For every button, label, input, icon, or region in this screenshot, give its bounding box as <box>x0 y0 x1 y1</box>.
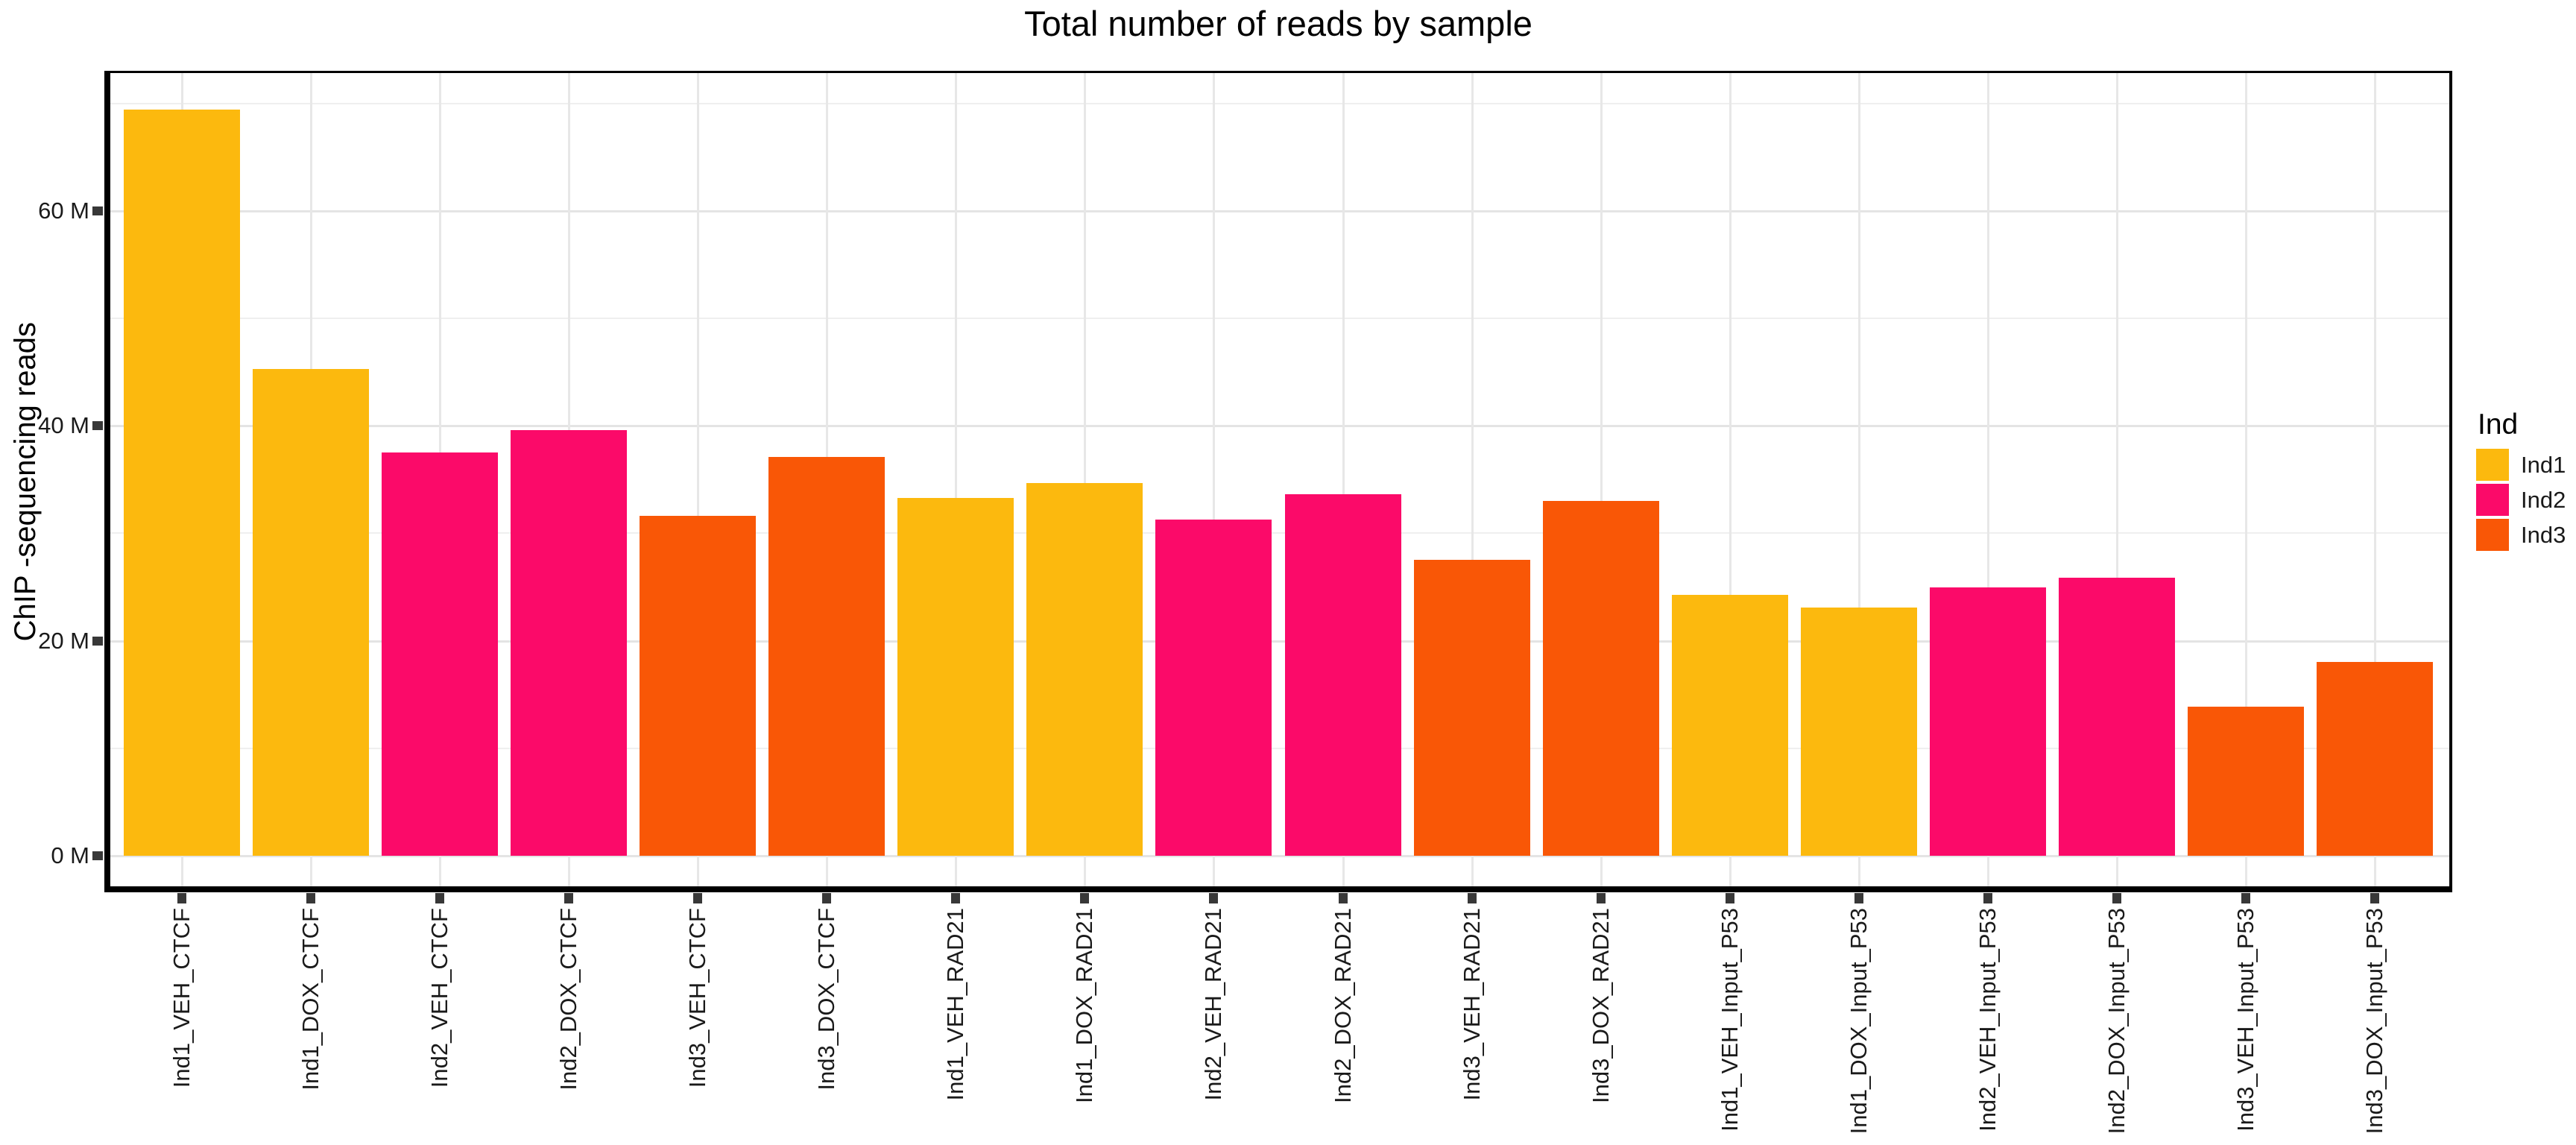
x-tick-Ind1_DOX_CTCF <box>306 893 315 903</box>
bar-Ind1_VEH_RAD21 <box>897 497 1014 856</box>
x-tick-label-Ind3_VEH_Input_P53: Ind3_VEH_Input_P53 <box>2232 908 2259 1132</box>
bar-Ind3_VEH_Input_P53 <box>2188 706 2305 856</box>
x-tick-label-Ind1_VEH_RAD21: Ind1_VEH_RAD21 <box>942 908 969 1101</box>
y-tick-60 <box>92 206 103 215</box>
x-tick-Ind2_DOX_Input_P53 <box>2112 893 2122 903</box>
x-tick-label-Ind2_VEH_CTCF: Ind2_VEH_CTCF <box>426 908 452 1088</box>
gridline-minor-70 <box>110 102 2449 104</box>
x-tick-Ind2_VEH_CTCF <box>435 893 444 903</box>
x-tick-Ind3_DOX_CTCF <box>822 893 832 903</box>
legend-entry-Ind1: Ind1 <box>2476 449 2566 481</box>
bar-Ind3_VEH_RAD21 <box>1413 560 1530 856</box>
x-tick-label-Ind2_DOX_Input_P53: Ind2_DOX_Input_P53 <box>2103 908 2130 1135</box>
x-tick-label-Ind3_DOX_RAD21: Ind3_DOX_RAD21 <box>1587 908 1614 1103</box>
x-tick-label-Ind2_VEH_Input_P53: Ind2_VEH_Input_P53 <box>1974 908 2001 1132</box>
x-tick-label-Ind3_DOX_Input_P53: Ind3_DOX_Input_P53 <box>2361 908 2388 1135</box>
bar-Ind1_DOX_CTCF <box>252 368 369 856</box>
x-tick-label-Ind3_VEH_RAD21: Ind3_VEH_RAD21 <box>1458 908 1485 1101</box>
legend-entries: Ind1 Ind2 Ind3 <box>2476 449 2566 551</box>
gridline-x-Ind1_DOX_RAD21 <box>1084 73 1087 886</box>
legend-swatch-Ind1 <box>2476 449 2509 481</box>
y-axis-title-wrap: ChIP -sequencing reads <box>4 71 46 892</box>
x-tick-Ind2_VEH_Input_P53 <box>1983 893 1992 903</box>
gridline-minor-30 <box>110 532 2449 534</box>
y-tick-label-0: 0 M <box>51 842 89 868</box>
legend-swatch-Ind2 <box>2476 484 2509 516</box>
x-tick-label-Ind1_VEH_Input_P53: Ind1_VEH_Input_P53 <box>1716 908 1743 1132</box>
y-axis-title: ChIP -sequencing reads <box>8 321 42 642</box>
x-tick-label-Ind1_DOX_CTCF: Ind1_DOX_CTCF <box>297 908 323 1091</box>
gridline-major-40 <box>110 425 2449 428</box>
bar-Ind2_VEH_RAD21 <box>1155 519 1272 856</box>
bar-Ind2_DOX_CTCF <box>511 429 628 856</box>
x-tick-Ind2_VEH_RAD21 <box>1209 893 1219 903</box>
x-tick-label-Ind1_VEH_CTCF: Ind1_VEH_CTCF <box>168 908 195 1088</box>
gridline-x-Ind2_VEH_RAD21 <box>1213 73 1216 886</box>
gridline-major-60 <box>110 209 2449 212</box>
gridline-major-0 <box>110 855 2449 857</box>
legend-entry-Ind3: Ind3 <box>2476 519 2566 551</box>
legend-label-Ind1: Ind1 <box>2521 451 2566 478</box>
gridline-x-Ind3_VEH_RAD21 <box>1471 73 1474 886</box>
x-tick-Ind1_DOX_RAD21 <box>1080 893 1090 903</box>
legend-label-Ind3: Ind3 <box>2521 521 2566 548</box>
y-tick-20 <box>92 636 103 646</box>
x-tick-Ind1_VEH_CTCF <box>177 893 186 903</box>
x-tick-Ind2_DOX_RAD21 <box>1338 893 1348 903</box>
x-tick-Ind3_DOX_RAD21 <box>1596 893 1606 903</box>
legend-label-Ind2: Ind2 <box>2521 486 2566 513</box>
x-tick-label-Ind2_DOX_CTCF: Ind2_DOX_CTCF <box>555 908 582 1091</box>
gridline-x-Ind3_VEH_Input_P53 <box>2245 73 2248 886</box>
y-tick-label-20: 20 M <box>38 627 89 654</box>
bar-Ind1_VEH_Input_P53 <box>1671 594 1788 856</box>
legend-entry-Ind2: Ind2 <box>2476 484 2566 516</box>
bar-Ind2_DOX_Input_P53 <box>2059 577 2176 856</box>
gridline-x-Ind1_VEH_RAD21 <box>955 73 958 886</box>
y-tick-40 <box>92 421 103 431</box>
x-tick-Ind3_VEH_Input_P53 <box>2241 893 2251 903</box>
gridline-x-Ind3_DOX_Input_P53 <box>2374 73 2377 886</box>
gridline-major-20 <box>110 640 2449 643</box>
gridline-x-Ind2_VEH_Input_P53 <box>1986 73 1989 886</box>
gridline-x-Ind1_VEH_Input_P53 <box>1729 73 1731 886</box>
gridline-minor-10 <box>110 747 2449 749</box>
legend-swatch-Ind3 <box>2476 519 2509 551</box>
gridline-minor-50 <box>110 318 2449 319</box>
gridline-x-Ind2_DOX_Input_P53 <box>2116 73 2119 886</box>
x-tick-Ind3_VEH_RAD21 <box>1467 893 1477 903</box>
bar-Ind3_DOX_RAD21 <box>1542 501 1659 856</box>
x-tick-Ind1_DOX_Input_P53 <box>1854 893 1863 903</box>
bar-Ind1_DOX_Input_P53 <box>1800 607 1917 856</box>
x-tick-label-Ind2_VEH_RAD21: Ind2_VEH_RAD21 <box>1200 908 1227 1101</box>
bar-Ind2_DOX_RAD21 <box>1284 494 1401 856</box>
legend-title: Ind <box>2478 409 2519 441</box>
x-tick-Ind1_VEH_Input_P53 <box>1725 893 1734 903</box>
bar-Ind3_VEH_CTCF <box>640 516 757 856</box>
bar-Ind1_VEH_CTCF <box>123 110 240 856</box>
bar-Ind3_DOX_Input_P53 <box>2317 662 2434 856</box>
x-tick-Ind2_DOX_CTCF <box>564 893 574 903</box>
x-tick-label-Ind1_DOX_Input_P53: Ind1_DOX_Input_P53 <box>1845 908 1872 1135</box>
x-tick-label-Ind2_DOX_RAD21: Ind2_DOX_RAD21 <box>1329 908 1356 1103</box>
bar-Ind3_DOX_CTCF <box>768 457 886 856</box>
x-tick-Ind1_VEH_RAD21 <box>951 893 961 903</box>
gridline-x-Ind3_VEH_CTCF <box>697 73 700 886</box>
x-tick-Ind3_VEH_CTCF <box>693 893 703 903</box>
chart-title: Total number of reads by sample <box>1024 4 1532 43</box>
y-tick-0 <box>92 851 103 860</box>
gridline-x-Ind3_DOX_RAD21 <box>1600 73 1603 886</box>
x-tick-label-Ind3_VEH_CTCF: Ind3_VEH_CTCF <box>684 908 711 1088</box>
x-tick-Ind3_DOX_Input_P53 <box>2370 893 2380 903</box>
legend: Ind Ind1 Ind2 Ind3 <box>2476 409 2566 554</box>
gridline-x-Ind2_DOX_RAD21 <box>1342 73 1345 886</box>
x-tick-label-Ind1_DOX_RAD21: Ind1_DOX_RAD21 <box>1071 908 1098 1103</box>
x-tick-label-Ind3_DOX_CTCF: Ind3_DOX_CTCF <box>813 908 840 1091</box>
y-tick-label-40: 40 M <box>38 412 89 439</box>
bar-Ind1_DOX_RAD21 <box>1026 482 1143 856</box>
gridline-x-Ind1_DOX_Input_P53 <box>1857 73 1860 886</box>
bar-Ind2_VEH_CTCF <box>382 452 498 856</box>
bar-Ind2_VEH_Input_P53 <box>1929 587 2046 856</box>
y-tick-label-60: 60 M <box>38 197 89 224</box>
